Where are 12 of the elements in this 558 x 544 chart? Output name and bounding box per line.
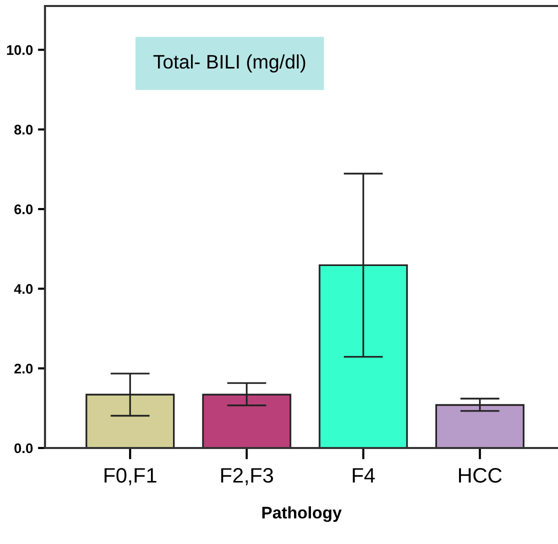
text: Total- BILI (mg/dl) <box>153 54 306 73</box>
y-tick-label: 0.0 <box>14 443 33 454</box>
y-tick-label: 4.0 <box>14 284 33 294</box>
x-tick-label: F2,F3 <box>221 468 273 486</box>
y-tick-label: 2.0 <box>14 364 33 374</box>
y-tick-label: 8.0 <box>14 124 33 135</box>
x-tick-label: HCC <box>459 468 502 483</box>
y-tick-label: 10.0 <box>7 45 33 55</box>
y-tick-label: 6.0 <box>14 204 33 214</box>
x-tick-label: F4 <box>352 468 375 483</box>
x-tick-label: F0,F1 <box>104 468 156 486</box>
x-axis-title: Pathology <box>262 506 342 522</box>
